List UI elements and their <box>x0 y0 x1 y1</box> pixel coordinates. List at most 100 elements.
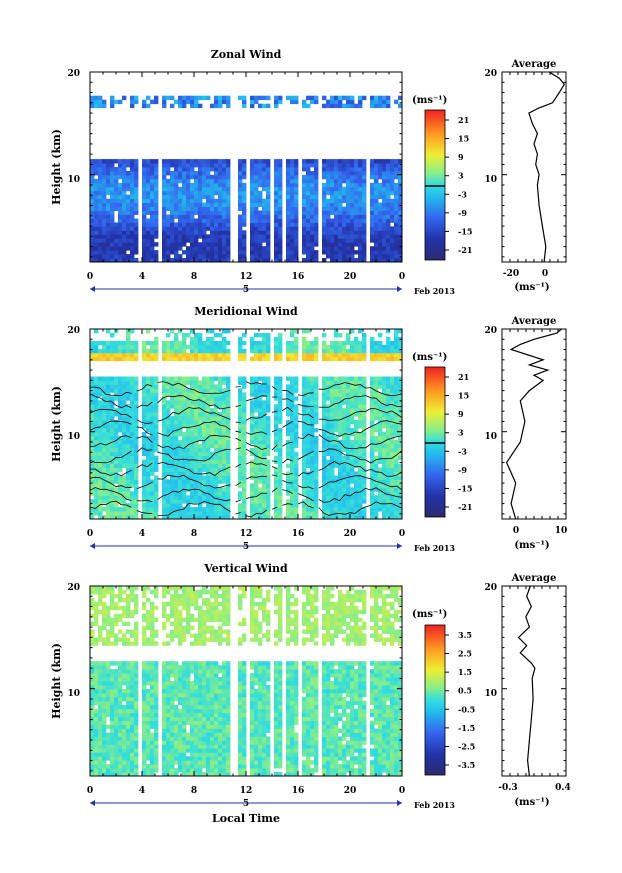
heatmap-cell <box>362 412 367 417</box>
heatmap-cell <box>194 515 199 520</box>
heatmap-cell <box>386 491 391 496</box>
heatmap-cell <box>266 214 271 219</box>
heatmap-cell <box>274 396 279 401</box>
heatmap-cell <box>214 234 219 239</box>
heatmap-cell <box>286 348 291 354</box>
heatmap-cell <box>386 404 391 409</box>
heatmap-cell <box>310 242 315 247</box>
heatmap-cell <box>90 202 95 207</box>
heatmap-cell <box>134 242 139 247</box>
heatmap-cell <box>266 400 271 405</box>
heatmap-cell <box>362 491 367 496</box>
heatmap-cell <box>194 159 199 164</box>
heatmap-cell <box>286 206 291 211</box>
heatmap-cell <box>258 356 263 362</box>
heatmap-cell <box>218 451 223 457</box>
heatmap-cell <box>250 459 255 464</box>
heatmap-cell <box>210 408 215 413</box>
heatmap-cell <box>370 451 375 457</box>
heatmap-cell <box>358 503 363 508</box>
heatmap-cell <box>114 435 119 441</box>
heatmap-cell <box>190 416 195 421</box>
heatmap-cell <box>98 190 103 196</box>
heatmap-cell <box>254 198 259 204</box>
heatmap-cell <box>398 258 403 263</box>
heatmap-cell <box>94 198 99 204</box>
heatmap-cell <box>342 238 347 243</box>
heatmap-cell <box>274 376 279 381</box>
heatmap-cell <box>330 511 335 516</box>
heatmap-cell <box>182 234 187 239</box>
heatmap-cell <box>354 202 359 207</box>
heatmap-cell <box>274 384 279 389</box>
heatmap-cell <box>342 226 347 231</box>
heatmap-cell <box>222 198 227 204</box>
heatmap-cell <box>386 431 391 437</box>
heatmap-cell <box>250 190 255 196</box>
heatmap-cell <box>190 348 195 354</box>
heatmap-cell <box>330 206 335 211</box>
heatmap-cell <box>174 230 179 235</box>
heatmap-cell <box>218 103 223 109</box>
heatmap-cell <box>266 483 271 488</box>
heatmap-cell <box>154 222 159 227</box>
heatmap-cell <box>258 226 263 231</box>
heatmap-cell <box>326 459 331 464</box>
date-label: Feb 2013 <box>414 286 455 296</box>
heatmap-cell <box>338 206 343 211</box>
heatmap-cell <box>378 258 383 263</box>
heatmap-cell <box>210 194 215 200</box>
heatmap-cell <box>154 511 159 516</box>
heatmap-cell <box>190 483 195 488</box>
heatmap-cell <box>170 487 175 492</box>
heatmap-cell <box>206 246 211 251</box>
heatmap-cell <box>370 471 375 476</box>
heatmap-cell <box>362 400 367 405</box>
heatmap-cell <box>386 340 391 346</box>
heatmap-cell <box>130 428 135 433</box>
heatmap-cell <box>390 404 395 409</box>
heatmap-cell <box>118 159 123 164</box>
heatmap-cell <box>334 222 339 227</box>
heatmap-cell <box>206 238 211 243</box>
heatmap-cell <box>126 412 131 417</box>
heatmap-cell <box>94 455 99 461</box>
heatmap-cell <box>98 182 103 188</box>
heatmap-cell <box>386 356 391 362</box>
heatmap-cell <box>338 171 343 176</box>
heatmap-cell <box>314 210 319 215</box>
heatmap-cell <box>330 447 335 453</box>
heatmap-cell <box>194 333 199 338</box>
heatmap-cell <box>94 507 99 512</box>
heatmap-cell <box>106 352 111 358</box>
heatmap-cell <box>238 463 243 468</box>
heatmap-cell <box>374 416 379 421</box>
heatmap-cell <box>202 167 207 172</box>
heatmap-cell <box>346 194 351 200</box>
heatmap-field <box>90 95 403 263</box>
heatmap-cell <box>370 340 375 346</box>
heatmap-cell <box>146 388 151 393</box>
heatmap-cell <box>290 435 295 441</box>
heatmap-cell <box>202 356 207 362</box>
heatmap-cell <box>142 471 147 476</box>
heatmap-cell <box>334 95 339 101</box>
heatmap-cell <box>242 491 247 496</box>
heatmap-cell <box>334 376 339 381</box>
heatmap-cell <box>274 167 279 172</box>
heatmap-cell <box>266 435 271 441</box>
heatmap-cell <box>134 515 139 520</box>
heatmap-cell <box>126 182 131 188</box>
heatmap-cell <box>226 507 231 512</box>
heatmap-cell <box>254 515 259 520</box>
heatmap-cell <box>346 420 351 425</box>
heatmap-cell <box>358 400 363 405</box>
heatmap-cell <box>182 258 187 263</box>
heatmap-cell <box>106 250 111 255</box>
heatmap-cell <box>290 416 295 421</box>
heatmap-cell <box>90 174 95 180</box>
heatmap-cell <box>398 238 403 243</box>
heatmap-cell <box>302 340 307 346</box>
heatmap-cell <box>286 254 291 259</box>
heatmap-cell <box>342 210 347 215</box>
